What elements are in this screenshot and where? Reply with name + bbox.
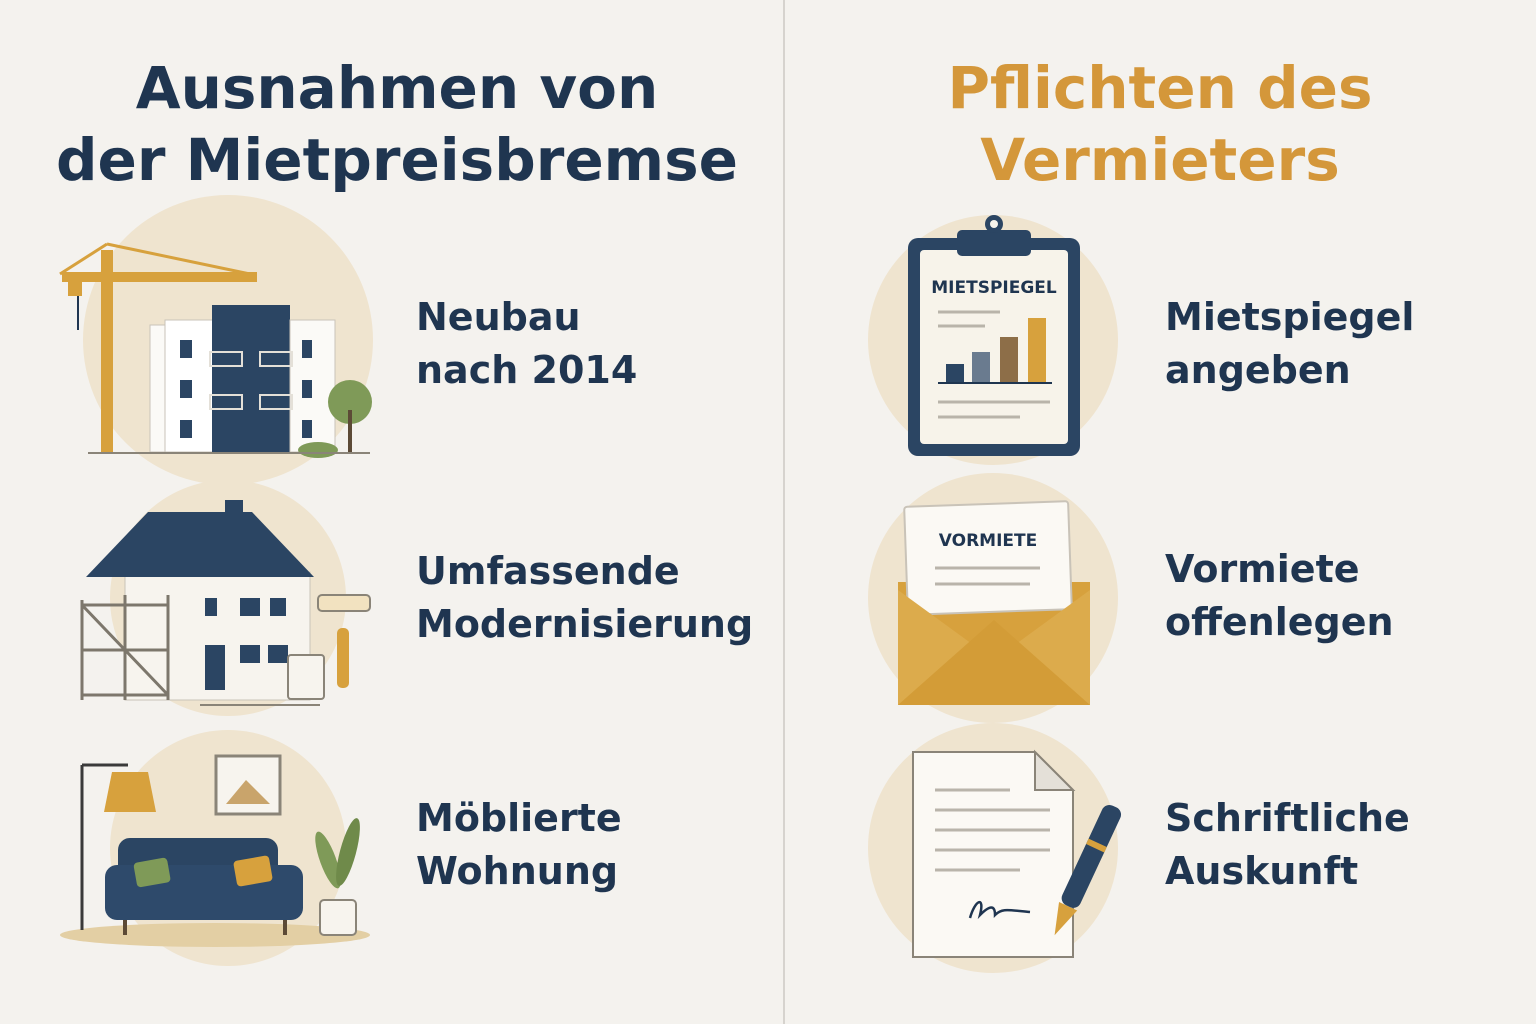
icon-modernization-part [337,628,349,688]
icon-envelope-part [898,620,1090,705]
item-label: nach 2014 [416,348,637,392]
icon-document-part [1034,749,1076,791]
icon-furnished-part [60,923,370,947]
icon-clipboard-part [972,352,990,382]
icon-clipboard-part [946,364,964,382]
icon-furnished-part [105,865,303,920]
item-label: Neubau [416,295,581,339]
icon-new-building-part [68,282,82,296]
icon-new-building-part [328,380,372,424]
icon-clipboard-part [1000,337,1018,382]
icon-document-part-part [1054,902,1078,936]
icon-envelope-part [903,500,1073,616]
icon-new-building-part [209,394,243,410]
icon-document-part-part [1086,838,1107,853]
icon-new-building-part [59,242,108,276]
item-label: Vormiete [1165,547,1360,591]
icon-clipboard-part [990,220,998,228]
item-label: Wohnung [416,849,618,893]
right-title: Pflichten des [948,54,1373,122]
icon-modernization-part-part [123,648,170,697]
icon-clipboard-part [957,230,1031,256]
icon-new-building-part [62,272,257,282]
icon-new-building-part [180,380,192,398]
icon-new-building-part [106,242,251,276]
icon-document-part-part [1061,804,1122,908]
icon-new-building-part [212,305,290,452]
icon-modernization-part [268,645,288,663]
icon-furnished-part [226,780,270,804]
icon-new-building-part [101,250,113,452]
icon-modernization-part [240,598,260,616]
icon-furnished-part [133,857,171,888]
icon-new-building-part [298,442,338,458]
icon-modernization-part [240,645,260,663]
item-label: offenlegen [1165,600,1394,644]
icon-new-building-part [259,394,293,410]
icon-new-building-part [302,340,312,358]
icon-new-building-part [180,420,192,438]
left-title: der Mietpreisbremse [56,126,738,194]
icon-modernization-part [135,548,147,564]
icon-furnished-part [104,772,156,812]
left-title: Ausnahmen von [136,54,659,122]
icon-document-part [968,901,1031,920]
icon-clipboard: MIETSPIEGEL [868,215,1118,465]
icon-new-building-part [348,410,352,452]
icon-new-building-part [289,319,336,453]
item-label: angeben [1165,348,1351,392]
item-label: Modernisierung [416,602,753,646]
icon-modernization-part [287,654,325,700]
icon-text: VORMIETE [939,531,1037,551]
icon-new-building-part [302,420,312,438]
icon-furnished [60,730,370,966]
icon-modernization-part [317,594,371,612]
icon-document-part [1054,804,1122,936]
item-label: Auskunft [1165,849,1358,893]
icon-modernization-part [80,595,170,700]
icon-modernization-part-part [80,603,127,652]
icon-furnished-part [319,899,357,936]
icon-modernization-part [205,645,225,690]
item-label: Mietspiegel [1165,295,1414,339]
icon-new-building-part [259,351,293,367]
icon-modernization-part [205,598,217,616]
icon-document [868,723,1122,973]
icon-furnished-part [315,831,341,889]
icon-clipboard-part [920,250,1068,444]
item-label: Schriftliche [1165,796,1410,840]
item-label: Möblierte [416,796,622,840]
icon-furnished-part [233,855,273,887]
icon-text: MIETSPIEGEL [931,278,1057,298]
icon-new-building-part [209,351,243,367]
icon-clipboard-part [1028,318,1046,382]
icon-modernization-part [270,598,286,616]
icon-new-building-part [302,380,312,398]
icon-new-building-part [180,340,192,358]
right-title: Vermieters [980,126,1340,194]
icon-envelope: VORMIETE [868,473,1118,723]
item-label: Umfassende [416,549,680,593]
icon-new-building [59,195,373,485]
icon-furnished-part [336,818,360,886]
icon-modernization [80,480,371,716]
